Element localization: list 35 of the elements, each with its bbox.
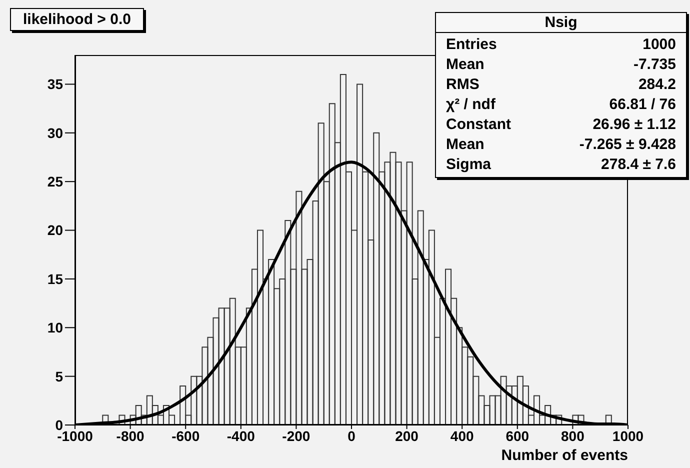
annotation: Mean: [446, 55, 484, 75]
annotation: Mean: [446, 135, 484, 155]
y-tick-label: 10: [47, 320, 64, 336]
y-tick-label: 35: [47, 76, 64, 92]
text: -7.735: [633, 55, 676, 75]
y-tick-label: 20: [47, 222, 64, 238]
x-tick-label: -200: [282, 428, 310, 444]
x-tick-label: -400: [226, 428, 256, 444]
y-tick-label: 15: [47, 270, 64, 287]
y-tick-label: 5: [55, 368, 64, 384]
x-tick-label: 0: [348, 428, 356, 444]
x-tick-label: 1000: [612, 428, 644, 444]
x-tick-label: 800: [561, 428, 585, 444]
annotation: 278.4 ± 7.6: [601, 155, 676, 175]
x-tick-label: 400: [450, 428, 474, 444]
x-tick-label: 600: [506, 428, 530, 444]
y-tick-label: 25: [47, 174, 64, 190]
annotation: Sigma: [446, 155, 492, 175]
y-tick-label: 30: [47, 124, 64, 141]
annotation: 66.81 / 76: [609, 95, 676, 115]
annotation: -7.265 ± 9.428: [579, 135, 676, 155]
annotation: Constant: [446, 115, 511, 135]
text: 284.2: [638, 75, 676, 95]
x-tick-label: 200: [395, 428, 419, 444]
y-tick-label: 0: [55, 416, 64, 433]
annotation: 26.96 ± 1.12: [592, 115, 676, 135]
x-tick-label: -800: [116, 428, 145, 444]
text: Entries: [446, 35, 497, 55]
text: Nsig: [436, 13, 686, 33]
x-tick-label: -600: [172, 428, 200, 444]
x-axis-title: Number of events: [501, 447, 628, 464]
text: 1000: [642, 35, 676, 55]
chart-title: likelihood > 0.0: [10, 8, 144, 31]
annotation: χ² / ndf: [446, 95, 496, 115]
annotation: RMS: [446, 75, 480, 95]
